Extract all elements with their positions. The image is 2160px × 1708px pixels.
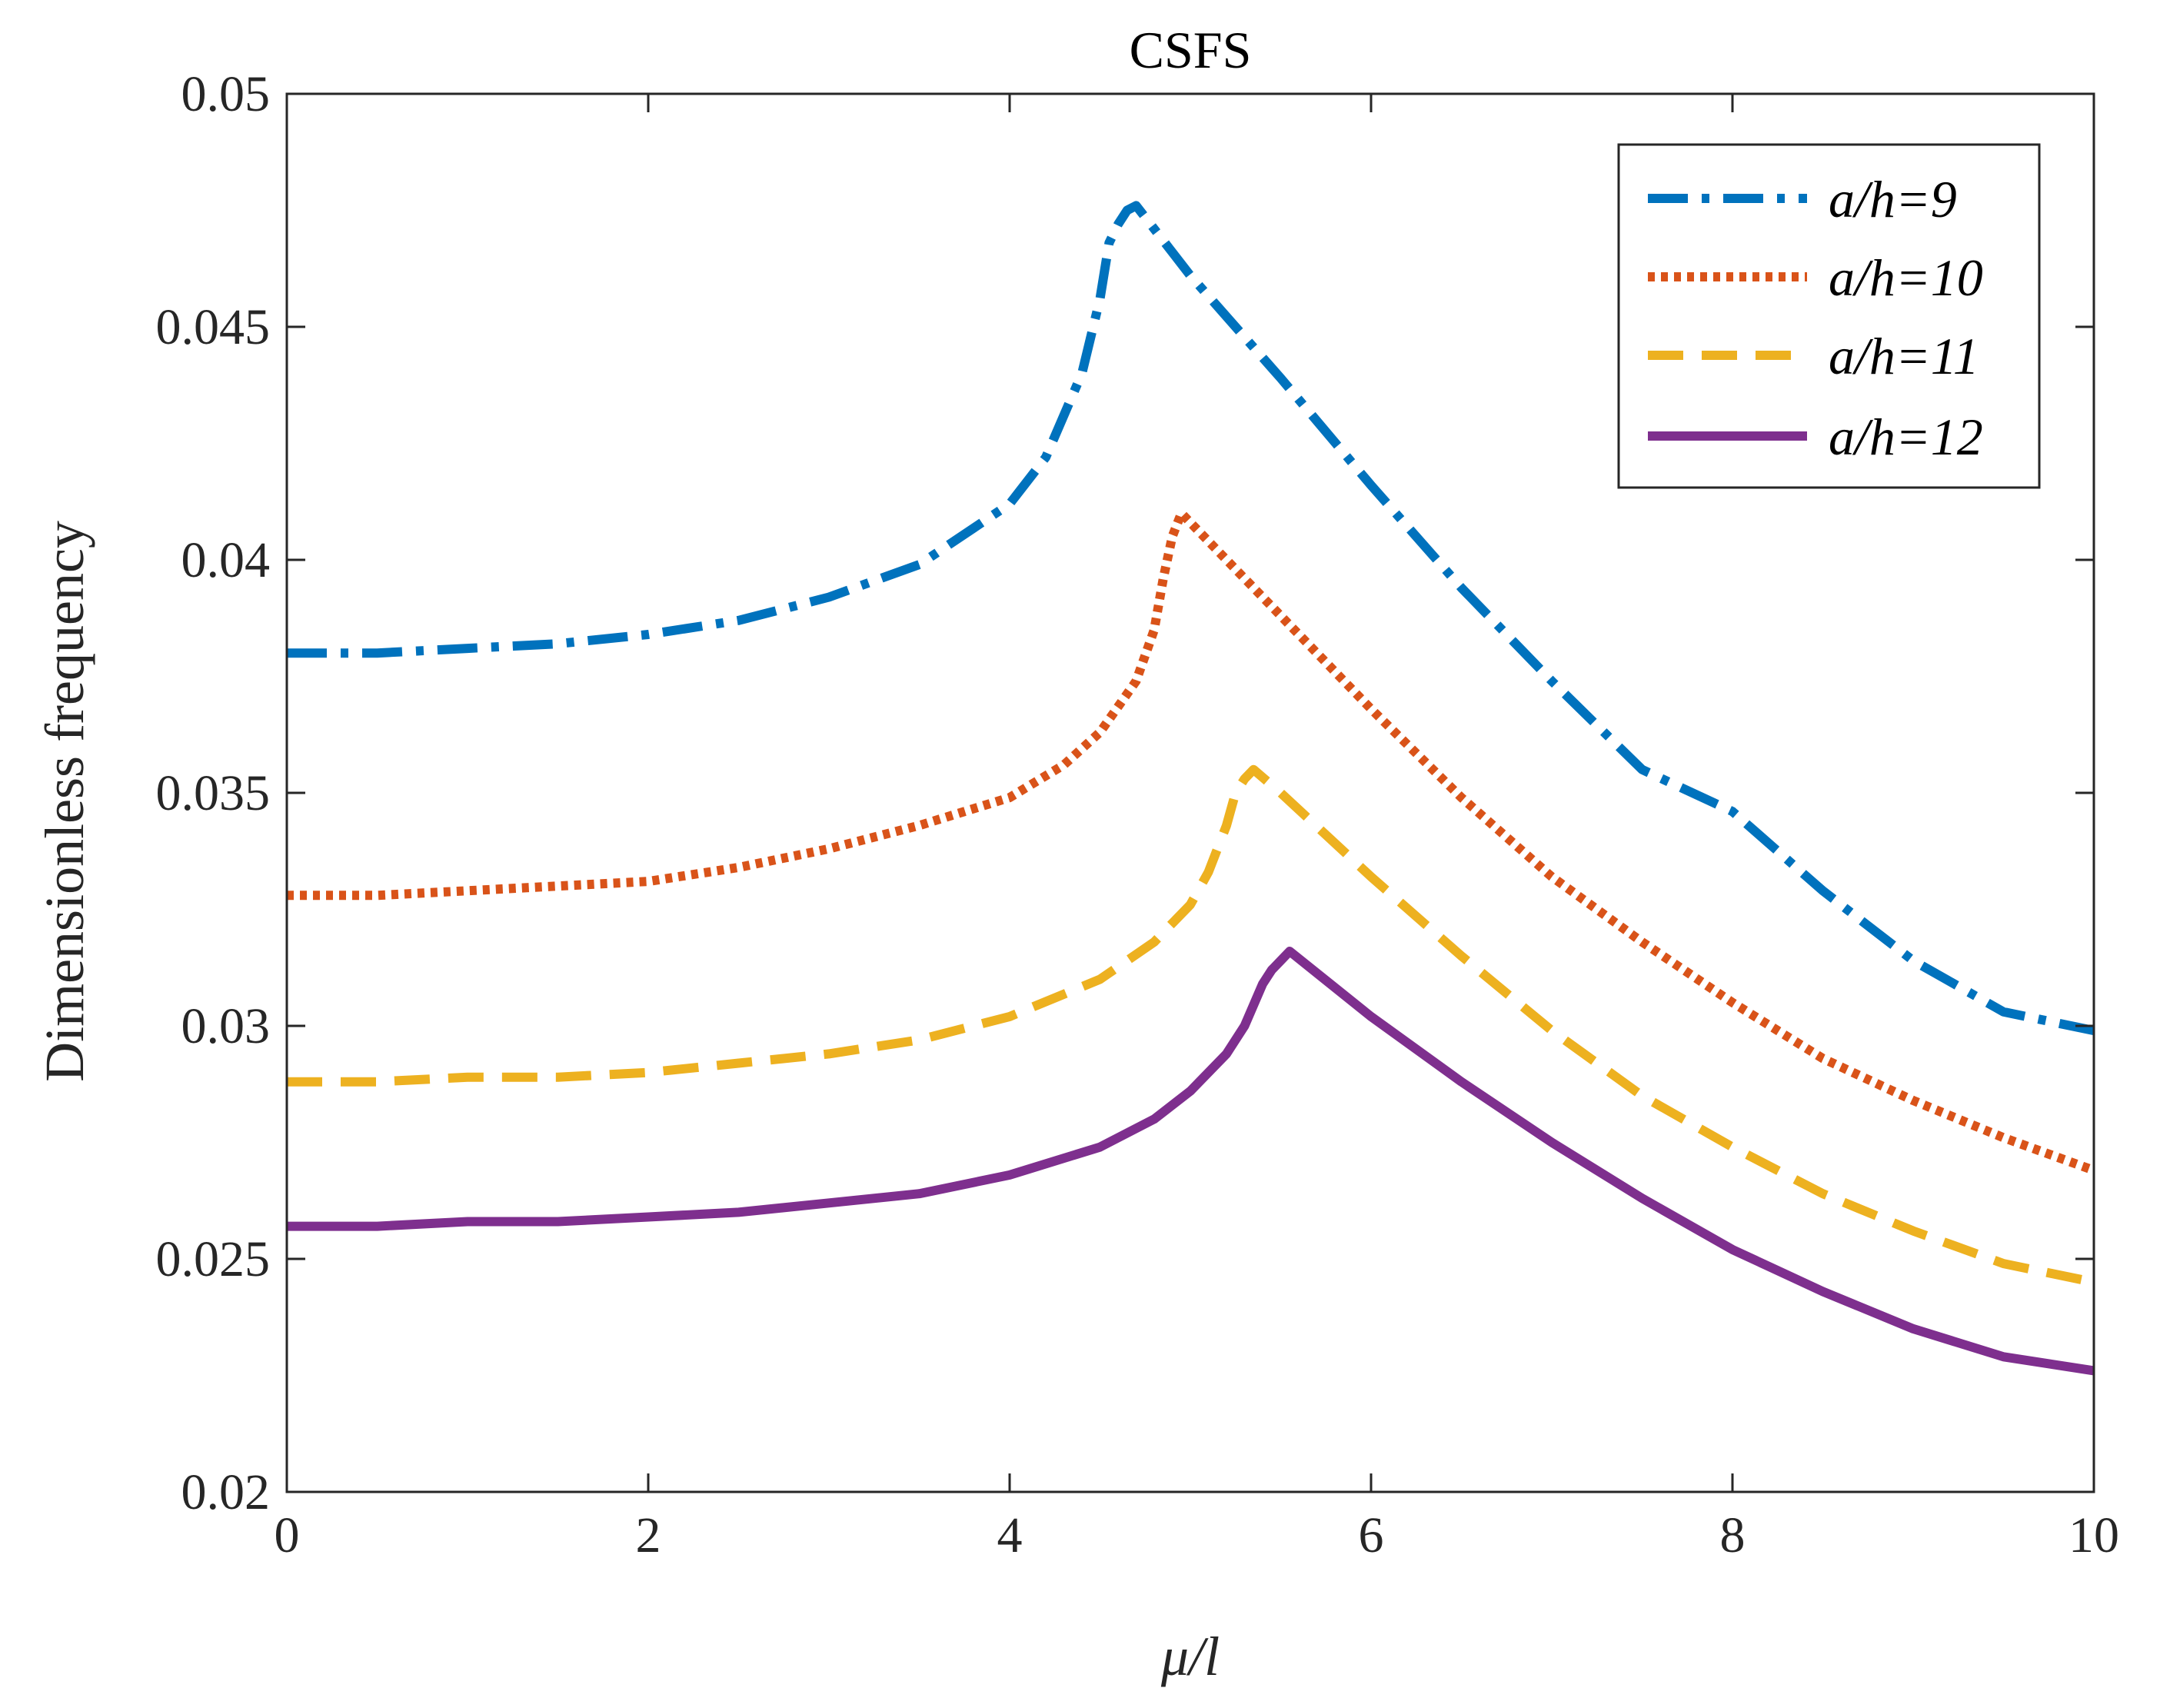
- series-layer: [287, 201, 2096, 1376]
- legend-label-3: a/h=11: [1829, 327, 1979, 385]
- y-tick-label: 0.05: [181, 66, 271, 122]
- x-tick-label: 0: [275, 1507, 300, 1563]
- y-tick-label: 0.04: [181, 532, 271, 588]
- x-tick-label: 2: [636, 1507, 661, 1563]
- series-line-3: [287, 764, 2095, 1287]
- y-tick-label: 0.045: [156, 299, 271, 355]
- x-tick-label: 8: [1720, 1507, 1746, 1563]
- y-tick-label: 0.025: [156, 1231, 271, 1287]
- x-tick-label: 4: [997, 1507, 1023, 1563]
- y-tick-label: 0.035: [156, 765, 271, 821]
- y-tick-label: 0.02: [181, 1464, 271, 1520]
- series-line-2: [287, 508, 2096, 1175]
- legend: a/h=9 a/h=10 a/h=11 a/h=12: [1617, 143, 2041, 489]
- legend-box: [1617, 143, 2041, 489]
- legend-label-4: a/h=12: [1829, 408, 1983, 466]
- x-tick-label: 10: [2068, 1507, 2119, 1563]
- series-line-4: [287, 947, 2095, 1376]
- x-tick-label: 6: [1359, 1507, 1384, 1563]
- axes-layer: 0 2 4 6 8 10 0.02 0.025 0.03 0.035 0.04 0.045 0.05: [156, 66, 2120, 1563]
- chart-title: CSFS: [1130, 21, 1252, 79]
- legend-label-2: a/h=10: [1829, 248, 1983, 307]
- series-line-1: [287, 201, 2095, 1035]
- y-axis-title: Dimensionless frequency: [34, 521, 95, 1082]
- legend-label-1: a/h=9: [1829, 170, 1957, 228]
- y-tick-label: 0.03: [181, 998, 271, 1054]
- x-axis-title: μ/l: [1160, 1626, 1220, 1687]
